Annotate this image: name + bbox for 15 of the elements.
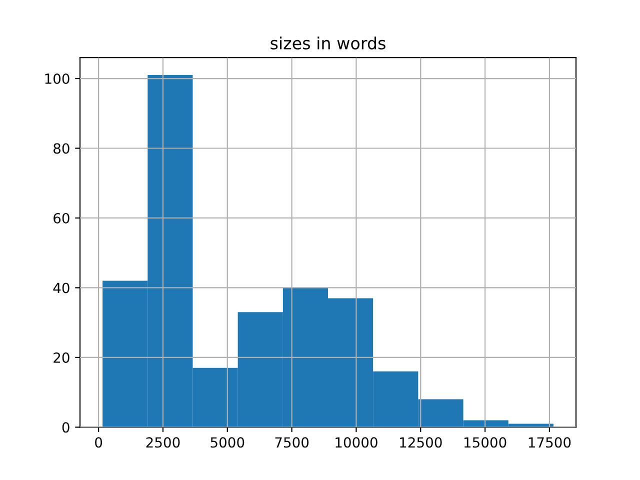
x-tick-label: 15000 [464,437,506,448]
y-tick-label: 20 [54,352,70,363]
x-tick-label: 7500 [275,437,309,448]
x-tick-label: 12500 [400,437,442,448]
x-tick-label: 17500 [528,437,571,448]
y-tick-label: 80 [54,143,70,154]
x-tick-label: 2500 [146,437,180,448]
x-tick-label: 0 [95,437,102,448]
x-tick-label: 10000 [336,437,378,448]
y-tick-label: 100 [45,73,70,84]
x-tick-label: 5000 [210,437,244,448]
y-tick-label: 60 [54,212,70,224]
y-tick-label: 40 [53,282,70,294]
y-tick-label: 0 [62,422,70,433]
chart-title: sizes in words [270,36,386,50]
